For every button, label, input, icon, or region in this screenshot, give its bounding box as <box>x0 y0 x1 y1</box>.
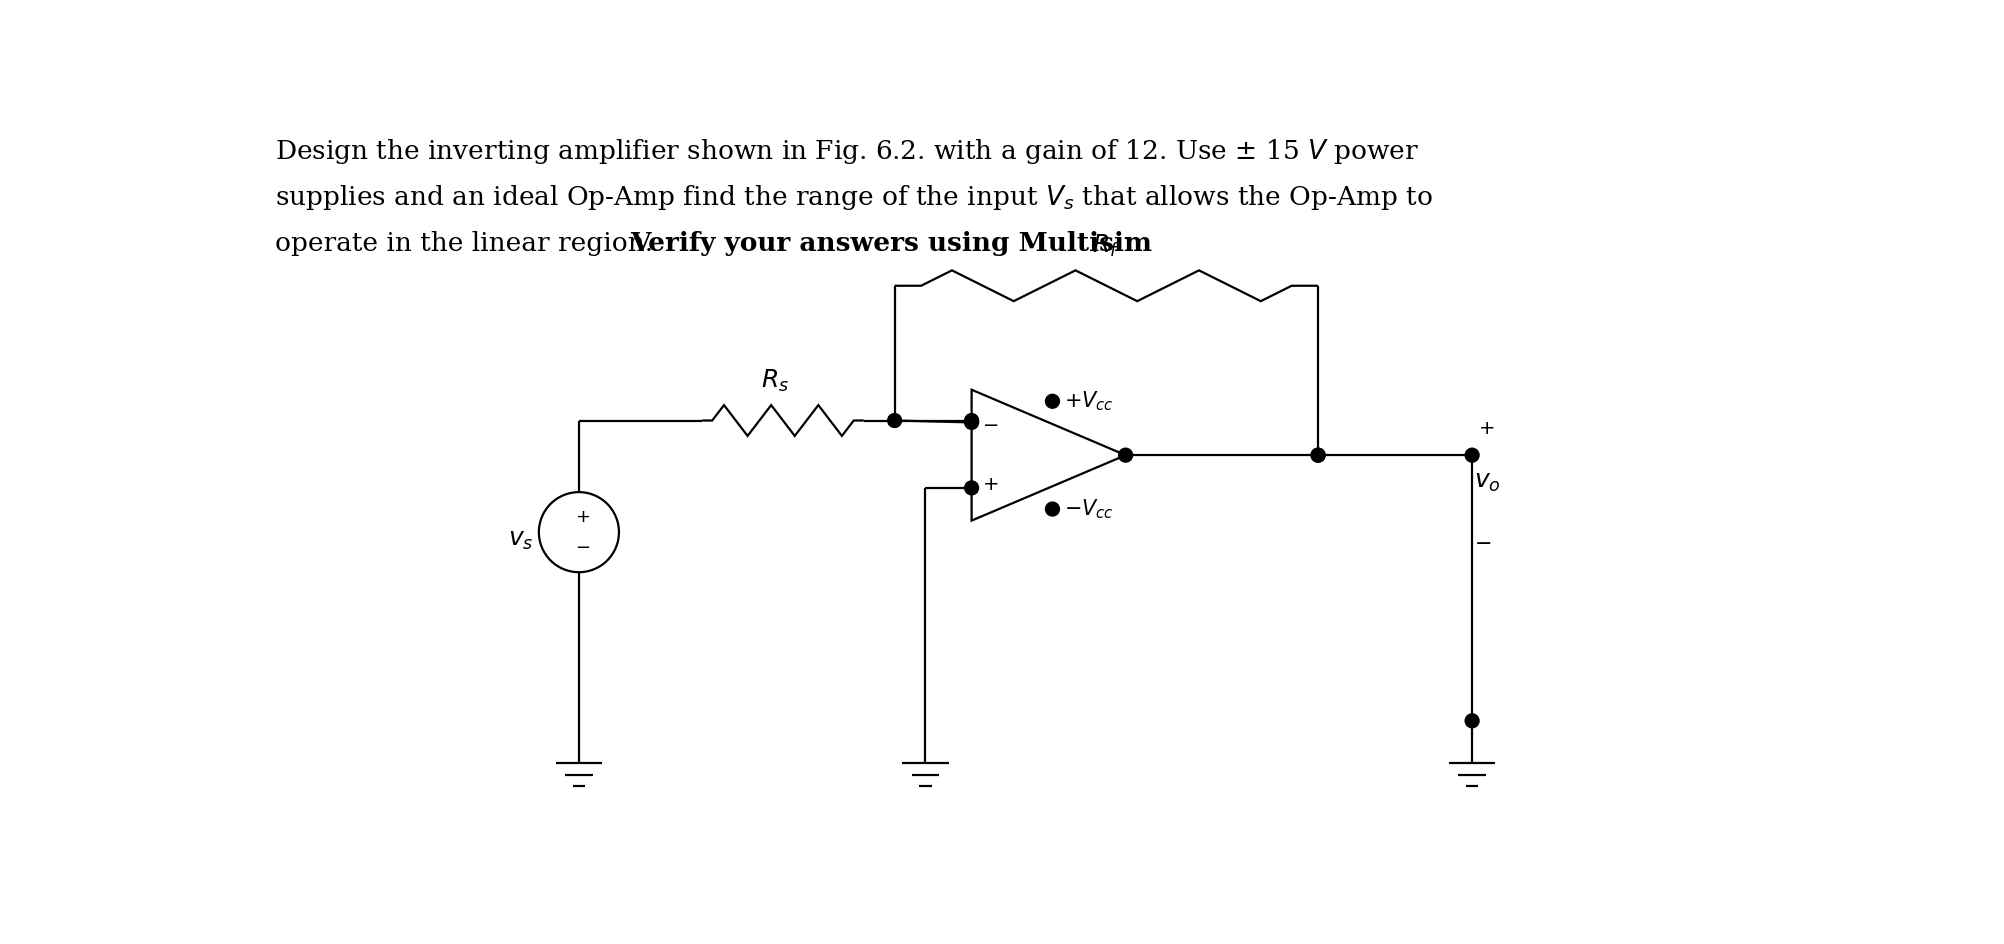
Text: $-V_{cc}$: $-V_{cc}$ <box>1064 497 1114 521</box>
Circle shape <box>1311 448 1325 463</box>
Circle shape <box>1465 448 1479 463</box>
Circle shape <box>1118 448 1132 463</box>
Text: operate in the linear region.: operate in the linear region. <box>275 231 661 256</box>
Text: +: + <box>575 508 591 526</box>
Circle shape <box>964 415 978 430</box>
Circle shape <box>1311 448 1325 463</box>
Circle shape <box>964 413 978 428</box>
Text: $R_f$: $R_f$ <box>1092 232 1120 259</box>
Text: +: + <box>1479 419 1495 438</box>
Text: Design the inverting amplifier shown in Fig. 6.2. with a gain of 12. Use $\pm$ 1: Design the inverting amplifier shown in … <box>275 137 1419 165</box>
Text: +: + <box>982 476 1000 495</box>
Text: $\mathit{v}_o$: $\mathit{v}_o$ <box>1475 470 1501 494</box>
Text: −: − <box>575 539 591 557</box>
Text: Verify your answers using Multisim: Verify your answers using Multisim <box>631 231 1152 256</box>
Circle shape <box>1046 502 1060 516</box>
Text: $+V_{cc}$: $+V_{cc}$ <box>1064 390 1114 413</box>
Circle shape <box>964 480 978 495</box>
Circle shape <box>1046 395 1060 408</box>
Text: $R_s$: $R_s$ <box>762 367 790 394</box>
Circle shape <box>1465 714 1479 728</box>
Text: $\mathit{v}_s$: $\mathit{v}_s$ <box>509 528 533 552</box>
Text: supplies and an ideal Op-Amp find the range of the input $V_s$ that allows the O: supplies and an ideal Op-Amp find the ra… <box>275 183 1433 211</box>
Text: −: − <box>1475 533 1493 554</box>
Circle shape <box>888 413 902 428</box>
Text: −: − <box>982 416 1000 435</box>
